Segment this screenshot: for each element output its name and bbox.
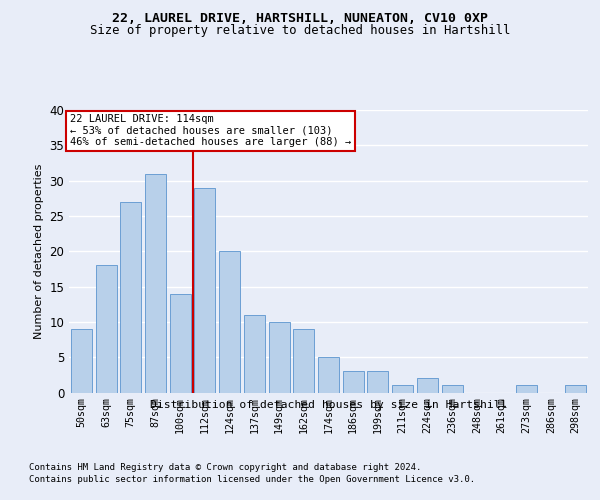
- Bar: [442, 386, 463, 392]
- Bar: [392, 386, 413, 392]
- Bar: [417, 378, 438, 392]
- Text: Size of property relative to detached houses in Hartshill: Size of property relative to detached ho…: [90, 24, 510, 37]
- Text: Contains HM Land Registry data © Crown copyright and database right 2024.: Contains HM Land Registry data © Crown c…: [29, 462, 421, 471]
- Text: Contains public sector information licensed under the Open Government Licence v3: Contains public sector information licen…: [29, 475, 475, 484]
- Bar: [343, 372, 364, 392]
- Bar: [318, 357, 339, 392]
- Y-axis label: Number of detached properties: Number of detached properties: [34, 164, 44, 339]
- Bar: [219, 252, 240, 392]
- Bar: [244, 315, 265, 392]
- Text: Distribution of detached houses by size in Hartshill: Distribution of detached houses by size …: [150, 400, 508, 410]
- Text: 22, LAUREL DRIVE, HARTSHILL, NUNEATON, CV10 0XP: 22, LAUREL DRIVE, HARTSHILL, NUNEATON, C…: [112, 12, 488, 26]
- Bar: [269, 322, 290, 392]
- Bar: [367, 372, 388, 392]
- Bar: [71, 329, 92, 392]
- Bar: [516, 386, 537, 392]
- Bar: [194, 188, 215, 392]
- Bar: [95, 266, 116, 392]
- Bar: [565, 386, 586, 392]
- Bar: [145, 174, 166, 392]
- Bar: [170, 294, 191, 392]
- Bar: [120, 202, 141, 392]
- Bar: [293, 329, 314, 392]
- Text: 22 LAUREL DRIVE: 114sqm
← 53% of detached houses are smaller (103)
46% of semi-d: 22 LAUREL DRIVE: 114sqm ← 53% of detache…: [70, 114, 351, 148]
